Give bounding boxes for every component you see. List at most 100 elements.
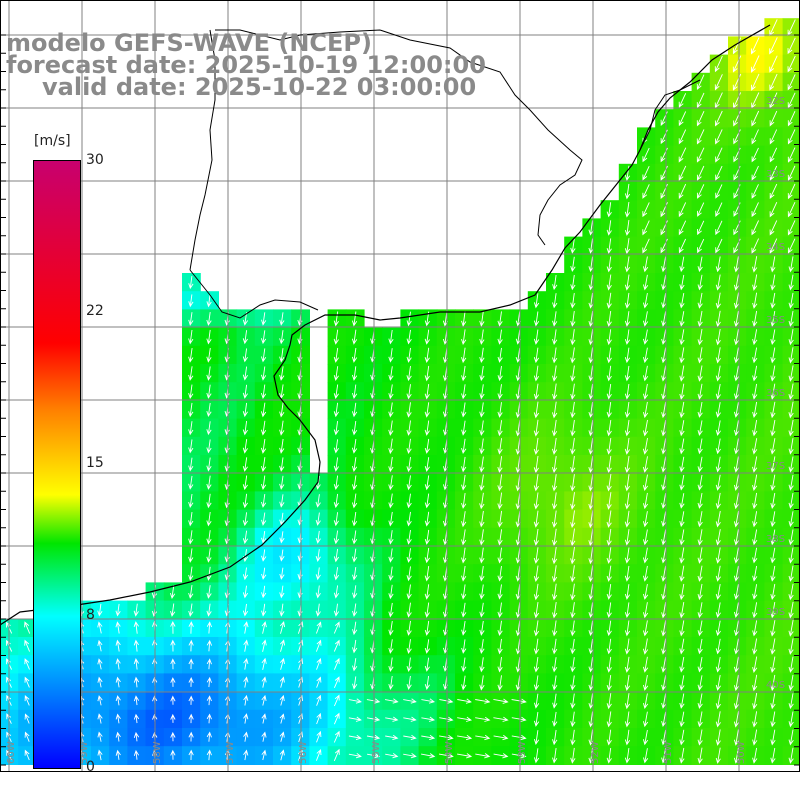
wind-arrow: [279, 457, 285, 472]
wind-arrow: [624, 674, 631, 692]
wind-arrow: [697, 602, 703, 619]
wind-arrow: [570, 438, 576, 455]
wind-arrow: [279, 731, 285, 742]
wind-arrow: [242, 420, 248, 436]
wind-arrow: [424, 529, 430, 545]
wind-arrow: [679, 675, 685, 691]
wind-arrow: [679, 547, 685, 564]
wind-arrow: [533, 347, 540, 364]
wind-arrow: [679, 329, 685, 346]
wind-arrow: [115, 676, 121, 688]
wind-arrow: [333, 530, 340, 545]
lon-label: 60W: [6, 741, 17, 764]
wind-arrow: [733, 256, 740, 273]
wind-arrow: [24, 621, 31, 634]
wind-arrow: [461, 529, 467, 546]
wind-arrow: [642, 675, 649, 691]
wind-arrow: [169, 584, 176, 600]
wind-arrow: [333, 512, 339, 527]
wind-arrow: [679, 365, 685, 382]
wind-arrow: [752, 511, 758, 528]
wind-arrow: [570, 638, 576, 655]
wind-arrow: [642, 693, 649, 710]
wind-arrow: [624, 656, 631, 673]
wind-arrow: [661, 620, 667, 637]
wind-arrow: [260, 494, 267, 508]
wind-arrow: [588, 620, 594, 637]
wind-arrow: [715, 656, 721, 673]
wind-arrow: [588, 583, 594, 601]
wind-arrow: [388, 621, 394, 636]
wind-arrow: [24, 731, 30, 742]
wind-arrow: [606, 220, 612, 236]
wind-arrow: [315, 639, 322, 652]
wind-arrow: [406, 366, 412, 382]
wind-arrow: [243, 676, 249, 688]
wind-arrow: [570, 492, 576, 510]
wind-arrow: [206, 585, 212, 599]
wind-arrow: [588, 438, 594, 455]
wind-arrow: [752, 329, 758, 346]
wind-arrow: [624, 256, 631, 273]
wind-arrow: [752, 674, 758, 692]
wind-arrow: [424, 602, 430, 618]
wind-arrow: [367, 753, 381, 759]
wind-arrow: [260, 366, 267, 381]
wind-arrow: [461, 456, 467, 473]
wind-arrow: [406, 602, 412, 618]
wind-arrow: [406, 311, 412, 327]
wind-arrow: [533, 492, 539, 510]
wind-arrow: [570, 474, 576, 492]
wind-arrow: [424, 329, 430, 345]
wind-arrow: [479, 584, 485, 600]
wind-arrow: [661, 693, 667, 709]
wind-arrow: [493, 698, 509, 704]
wind-arrow: [206, 366, 212, 381]
wind-arrow: [97, 658, 103, 670]
wind-arrow: [715, 256, 721, 273]
wind-arrow: [678, 183, 687, 200]
wind-arrow: [570, 329, 576, 346]
wind-arrow: [624, 693, 631, 710]
wind-arrow: [770, 729, 776, 746]
wind-arrow: [515, 492, 521, 510]
wind-arrow: [788, 256, 794, 273]
wind-arrow: [570, 693, 576, 709]
wind-arrow: [388, 348, 394, 363]
wind-arrow: [352, 676, 358, 690]
wind-arrow: [624, 365, 631, 382]
wind-arrow: [497, 675, 503, 691]
wind-arrow: [678, 111, 687, 127]
wind-arrow: [406, 420, 412, 436]
wind-arrow: [533, 329, 540, 345]
wind-arrow: [260, 402, 267, 418]
colorbar-tick-22: 22: [86, 303, 104, 319]
wind-arrow: [606, 274, 612, 291]
wind-arrow: [316, 730, 322, 743]
wind-arrow: [479, 620, 485, 636]
wind-arrow: [206, 294, 212, 308]
colorbar-tick-15: 15: [86, 455, 104, 471]
wind-arrow: [261, 312, 267, 326]
wind-arrow: [733, 365, 740, 382]
wind-arrow: [333, 421, 339, 436]
wind-arrow: [552, 657, 558, 673]
wind-arrow: [533, 437, 539, 455]
wind-arrow: [661, 383, 667, 400]
model-title: modelo GEFS-WAVE (NCEP): [6, 29, 372, 57]
wind-arrow: [388, 384, 394, 400]
wind-arrow: [551, 510, 558, 528]
wind-arrow: [261, 567, 267, 580]
wind-arrow: [333, 548, 340, 563]
wind-arrow: [770, 329, 776, 346]
wind-arrow: [533, 311, 540, 327]
wind-arrow: [733, 692, 740, 710]
wind-arrow: [661, 274, 667, 291]
wind-arrow: [661, 493, 667, 509]
wind-arrow: [170, 749, 176, 760]
wind-arrow: [479, 492, 485, 510]
wind-arrow: [624, 419, 631, 437]
wind-arrow: [461, 402, 467, 418]
wind-arrow: [551, 528, 558, 547]
wind-arrow: [115, 731, 121, 742]
